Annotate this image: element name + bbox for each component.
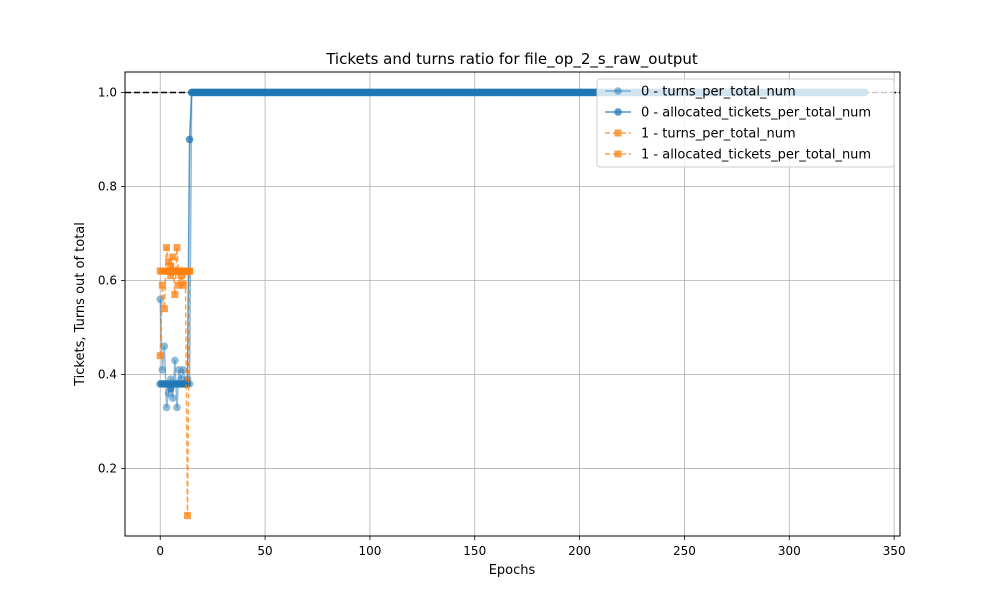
y-tick-label: 1.0: [98, 85, 117, 99]
data-point: [186, 267, 194, 275]
x-tick-label: 350: [883, 544, 906, 558]
data-point: [165, 267, 173, 275]
data-point: [175, 281, 183, 289]
data-point: [160, 342, 169, 351]
y-tick-label: 0.6: [98, 273, 117, 287]
x-tick-label: 200: [568, 544, 591, 558]
data-point: [171, 291, 179, 299]
data-point: [163, 244, 171, 252]
data-point: [158, 366, 167, 374]
legend-marker: [614, 150, 622, 158]
y-axis-label: Tickets, Turns out of total: [73, 222, 88, 387]
data-point: [183, 512, 191, 520]
data-point: [169, 394, 177, 402]
data-point: [160, 305, 168, 313]
data-point: [173, 403, 181, 412]
x-tick-label: 50: [257, 544, 272, 558]
data-point: [179, 281, 187, 289]
data-point: [179, 366, 188, 374]
x-tick-label: 250: [673, 544, 696, 558]
plot-area-frame: [124, 71, 901, 537]
data-point: [156, 352, 164, 360]
x-tick-label: 150: [463, 544, 486, 558]
legend-marker: [614, 108, 622, 116]
data-point: [165, 258, 173, 266]
data-point: [185, 135, 194, 144]
ticks: 0 50 100 150 200 250 300 350 0.2 0.4 0.6 0.8 1.0: [98, 85, 906, 558]
series-3: [156, 262, 194, 275]
legend-marker: [614, 129, 622, 137]
legend-box: [596, 78, 895, 168]
x-tick-label: 300: [778, 544, 801, 558]
legend-label: 1 - turns_per_total_num: [641, 127, 796, 142]
y-tick-label: 0.4: [98, 368, 117, 382]
legend: 0 - turns_per_total_num 0 - allocated_tic…: [596, 78, 895, 168]
data-point: [173, 244, 181, 252]
data-point: [177, 272, 185, 280]
data-point: [183, 380, 192, 388]
x-tick-label: 100: [358, 544, 381, 558]
data-point: [171, 356, 179, 365]
data-point: [162, 403, 171, 412]
legend-marker: [614, 87, 622, 95]
y-tick-label: 0.8: [98, 179, 117, 193]
data-point: [167, 262, 175, 270]
x-axis-label: Epochs: [489, 563, 536, 578]
data-point: [158, 281, 166, 289]
data-point: [167, 272, 175, 280]
legend-label: 0 - turns_per_total_num: [641, 85, 796, 100]
y-tick-label: 0.2: [98, 462, 117, 476]
x-tick-label: 0: [156, 544, 164, 558]
chart-title: Tickets and turns ratio for file_op_2_s_…: [325, 50, 698, 69]
legend-label: 1 - allocated_tickets_per_total_num: [641, 148, 871, 163]
data-point: [169, 253, 177, 261]
legend-label: 0 - allocated_tickets_per_total_num: [641, 106, 871, 121]
